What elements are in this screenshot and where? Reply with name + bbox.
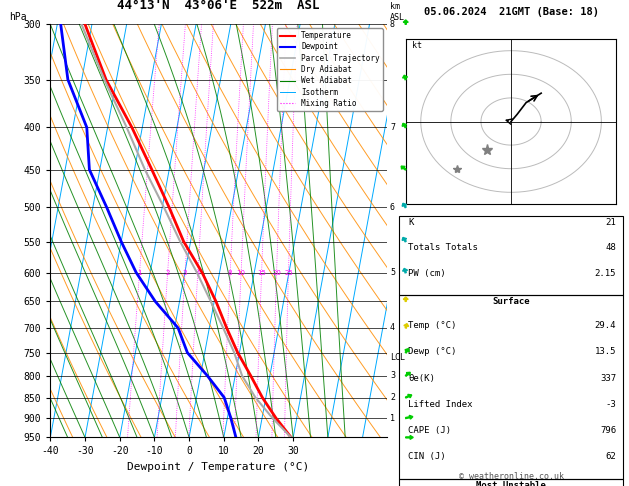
Text: © weatheronline.co.uk: © weatheronline.co.uk [459,472,564,481]
Text: 62: 62 [605,452,616,462]
Text: 2: 2 [390,393,395,402]
Text: Dewp (°C): Dewp (°C) [408,347,457,357]
Text: 337: 337 [600,374,616,383]
Text: 3: 3 [183,270,187,276]
Text: 4: 4 [196,270,200,276]
Text: 5: 5 [390,268,395,277]
Text: Surface: Surface [493,297,530,306]
Bar [399,216,623,295]
Text: 2: 2 [165,270,170,276]
Text: CIN (J): CIN (J) [408,452,446,462]
Text: 21: 21 [605,218,616,227]
Text: 6: 6 [390,203,395,212]
Text: Lifted Index: Lifted Index [408,400,473,409]
Legend: Temperature, Dewpoint, Parcel Trajectory, Dry Adiabat, Wet Adiabat, Isotherm, Mi: Temperature, Dewpoint, Parcel Trajectory… [277,28,383,111]
Text: 15: 15 [257,270,266,276]
Text: 20: 20 [272,270,281,276]
Text: θe(K): θe(K) [408,374,435,383]
Text: 3: 3 [390,371,395,381]
Text: 25: 25 [284,270,293,276]
Text: PW (cm): PW (cm) [408,269,446,278]
Text: K: K [408,218,414,227]
Text: CAPE (J): CAPE (J) [408,426,452,435]
Text: Totals Totals: Totals Totals [408,243,478,252]
Text: 05.06.2024  21GMT (Base: 18): 05.06.2024 21GMT (Base: 18) [423,7,599,17]
Text: 7: 7 [390,123,395,132]
Text: 13.5: 13.5 [594,347,616,357]
Text: 1: 1 [137,270,142,276]
Text: 8: 8 [228,270,233,276]
Text: km
ASL: km ASL [390,2,405,22]
Text: 796: 796 [600,426,616,435]
Text: 8: 8 [390,20,395,29]
Text: Temp (°C): Temp (°C) [408,321,457,330]
X-axis label: Dewpoint / Temperature (°C): Dewpoint / Temperature (°C) [128,462,309,472]
Text: 29.4: 29.4 [594,321,616,330]
Text: Most Unstable: Most Unstable [476,481,546,486]
Text: 4: 4 [390,324,395,332]
Bar [399,479,623,486]
Text: 1: 1 [390,414,395,422]
Text: hPa: hPa [9,12,27,22]
Text: 10: 10 [237,270,245,276]
Text: 2.15: 2.15 [594,269,616,278]
Bar [399,295,623,479]
Text: kt: kt [412,41,421,51]
Text: LCL: LCL [390,353,405,362]
Text: 44°13'N  43°06'E  522m  ASL: 44°13'N 43°06'E 522m ASL [118,0,320,12]
Text: -3: -3 [605,400,616,409]
Text: 48: 48 [605,243,616,252]
